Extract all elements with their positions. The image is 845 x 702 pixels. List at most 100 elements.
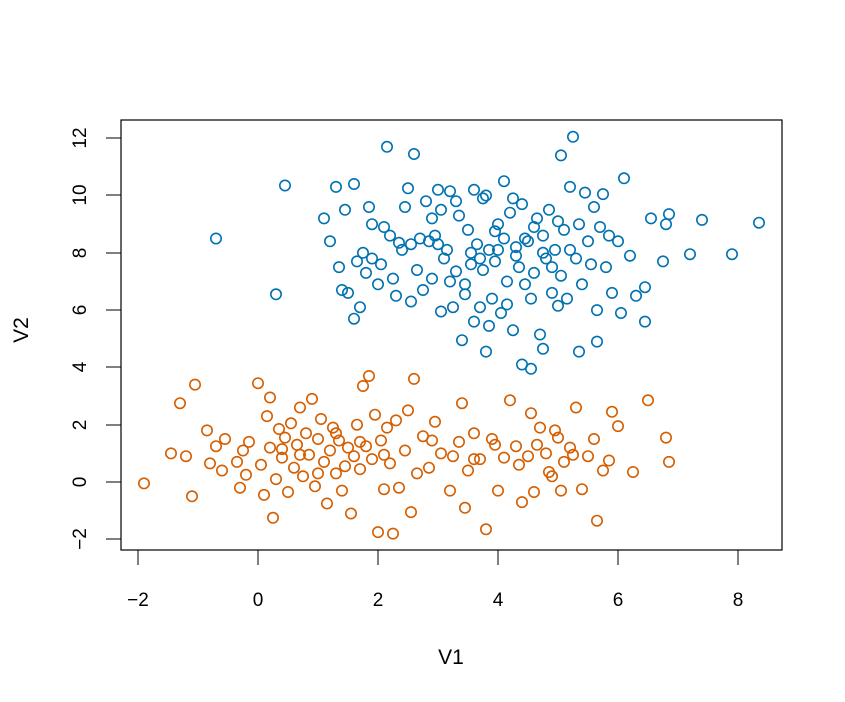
data-point — [587, 432, 600, 445]
data-point — [443, 185, 456, 198]
data-point — [476, 192, 489, 205]
data-point — [494, 306, 507, 319]
data-point — [371, 278, 384, 291]
data-point — [377, 221, 390, 234]
data-point — [329, 427, 342, 440]
data-point — [524, 292, 537, 305]
data-point — [629, 289, 642, 302]
data-point — [335, 484, 348, 497]
data-point — [536, 246, 549, 259]
data-point — [527, 485, 540, 498]
data-point — [581, 450, 594, 463]
data-point — [506, 192, 519, 205]
data-point — [449, 265, 462, 278]
data-point — [464, 258, 477, 271]
data-point — [662, 455, 675, 468]
data-point — [446, 450, 459, 463]
data-point — [434, 305, 447, 318]
data-point — [542, 465, 555, 478]
data-point — [602, 229, 615, 242]
data-point — [575, 278, 588, 291]
data-point — [353, 301, 366, 314]
data-point — [329, 180, 342, 193]
data-point — [431, 238, 444, 251]
data-point — [284, 417, 297, 430]
data-point — [320, 497, 333, 510]
data-point — [293, 448, 306, 461]
data-point — [488, 438, 501, 451]
data-point — [599, 261, 612, 274]
data-point — [617, 172, 630, 185]
data-point — [581, 235, 594, 248]
x-axis: −2 0 2 4 6 8 V1 — [127, 549, 743, 669]
data-point — [293, 401, 306, 414]
data-point — [180, 450, 193, 463]
data-point — [551, 431, 564, 444]
data-point — [323, 444, 336, 457]
data-point — [350, 418, 363, 431]
data-point — [317, 212, 330, 225]
data-point — [404, 295, 417, 308]
data-point — [216, 464, 229, 477]
data-point — [590, 514, 603, 527]
data-point — [563, 243, 576, 256]
data-point — [269, 473, 282, 486]
data-point — [431, 183, 444, 196]
data-point — [518, 232, 531, 245]
data-point — [347, 178, 360, 191]
data-point — [479, 523, 492, 536]
data-point — [428, 415, 441, 428]
x-tick-label: 6 — [613, 590, 624, 611]
data-point — [362, 369, 375, 382]
data-point — [485, 292, 498, 305]
data-point — [503, 206, 516, 219]
data-point — [509, 241, 522, 254]
data-point — [380, 140, 393, 153]
data-point — [611, 235, 624, 248]
data-point — [656, 255, 669, 268]
data-point — [365, 252, 378, 265]
data-point — [563, 180, 576, 193]
y-tick-label: 0 — [70, 477, 91, 488]
data-point — [545, 286, 558, 299]
data-point — [434, 203, 447, 216]
data-point — [542, 203, 555, 216]
data-point — [470, 238, 483, 251]
data-point — [419, 195, 432, 208]
y-tick-label: 4 — [70, 361, 91, 372]
y-tick-label: 2 — [70, 420, 91, 431]
data-point — [521, 450, 534, 463]
data-point — [210, 440, 223, 453]
data-point — [566, 130, 579, 143]
data-point — [491, 218, 504, 231]
data-point — [464, 246, 477, 259]
data-point — [602, 454, 615, 467]
data-point — [425, 212, 438, 225]
data-point — [374, 258, 387, 271]
data-point — [365, 453, 378, 466]
data-point — [263, 391, 276, 404]
data-point — [449, 195, 462, 208]
data-point — [383, 457, 396, 470]
y-axis: −2 0 2 4 6 8 10 12 V2 — [10, 127, 122, 550]
data-point — [347, 312, 360, 325]
data-point — [644, 212, 657, 225]
data-point — [578, 186, 591, 199]
data-point — [614, 306, 627, 319]
data-point — [422, 461, 435, 474]
data-point — [593, 221, 606, 234]
data-point — [530, 438, 543, 451]
x-tick-label: 4 — [493, 590, 504, 611]
data-point — [545, 261, 558, 274]
data-point — [243, 435, 256, 448]
data-point — [401, 182, 414, 195]
data-point — [269, 288, 282, 301]
data-point — [401, 404, 414, 417]
data-point — [302, 448, 315, 461]
x-tick-label: 0 — [253, 590, 264, 611]
data-point — [338, 460, 351, 473]
data-point — [332, 261, 345, 274]
data-point — [281, 485, 294, 498]
data-point — [515, 198, 528, 211]
